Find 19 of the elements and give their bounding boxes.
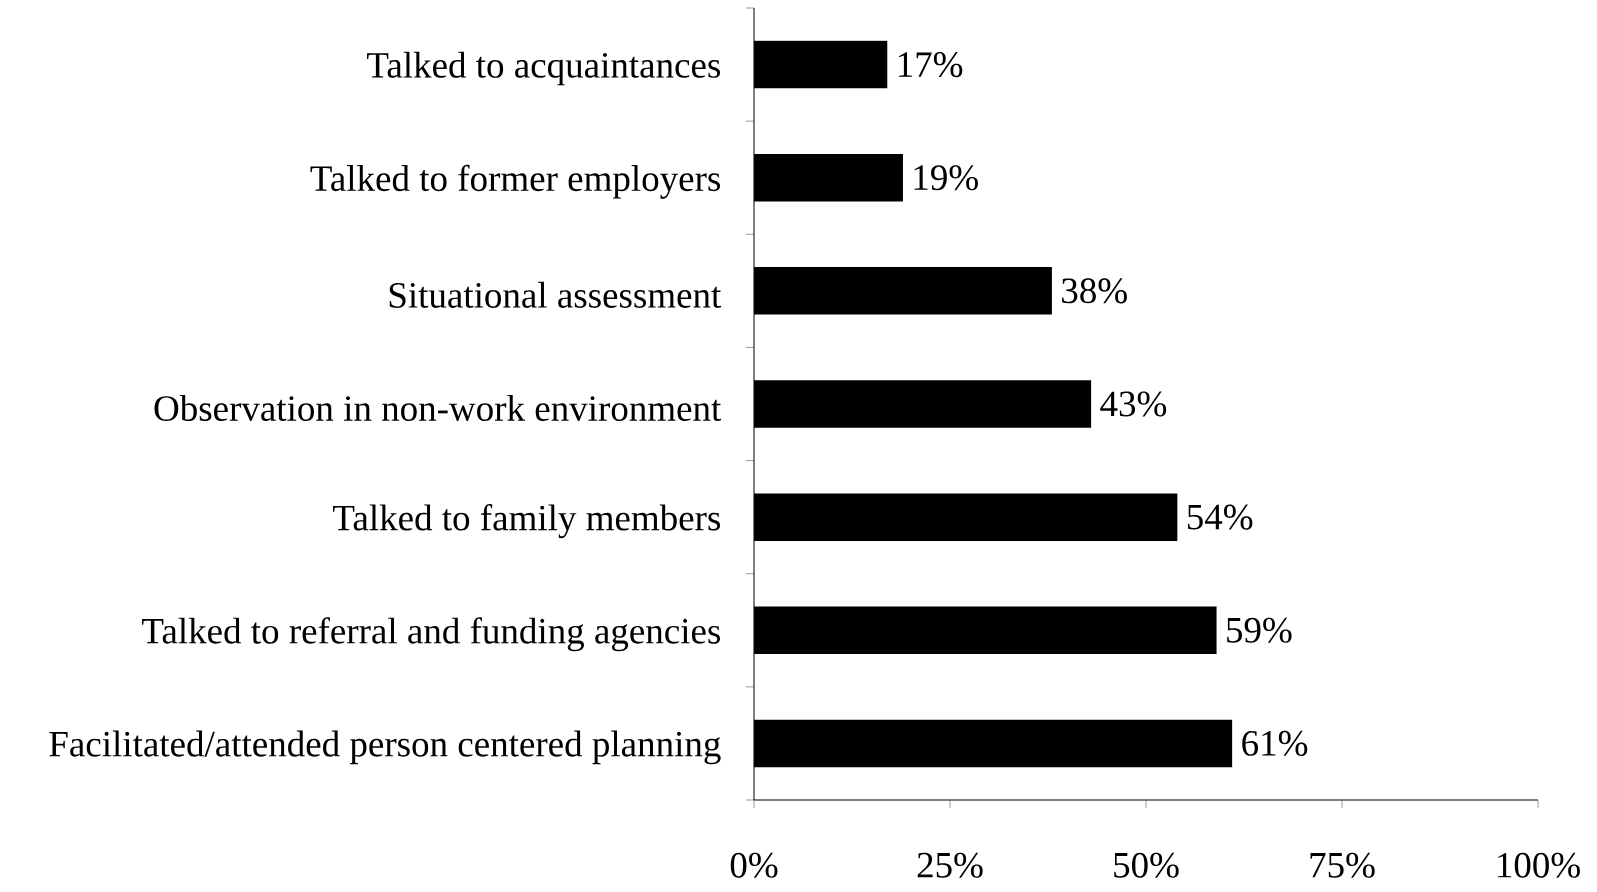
y-tick-label: Talked to referral and funding agencies	[142, 617, 721, 652]
data-label: 59%	[1227, 617, 1292, 643]
data-label: 19%	[914, 165, 978, 191]
x-tick-label: 25%	[917, 852, 983, 878]
data-label: 17%	[898, 52, 963, 78]
y-tick-label: Facilitated/attended person centered planning	[49, 730, 721, 765]
x-tick-label: 50%	[1114, 852, 1179, 878]
y-tick-label: Talked to family members	[333, 504, 721, 539]
y-tick-label: Talked to acquaintances	[367, 51, 721, 86]
y-tick-label: Observation in non-work environment	[154, 394, 722, 422]
y-tick-label: Talked to former employers	[310, 164, 720, 199]
x-tick-label: 0%	[730, 852, 778, 878]
data-label: 38%	[1062, 278, 1127, 304]
y-tick-label: Situational assessment	[389, 281, 722, 308]
x-tick-label: 75%	[1310, 852, 1375, 878]
data-label: 54%	[1187, 504, 1253, 530]
data-label: 43%	[1100, 391, 1167, 417]
data-label: 61%	[1242, 730, 1308, 756]
x-tick-label: 100%	[1498, 852, 1580, 878]
